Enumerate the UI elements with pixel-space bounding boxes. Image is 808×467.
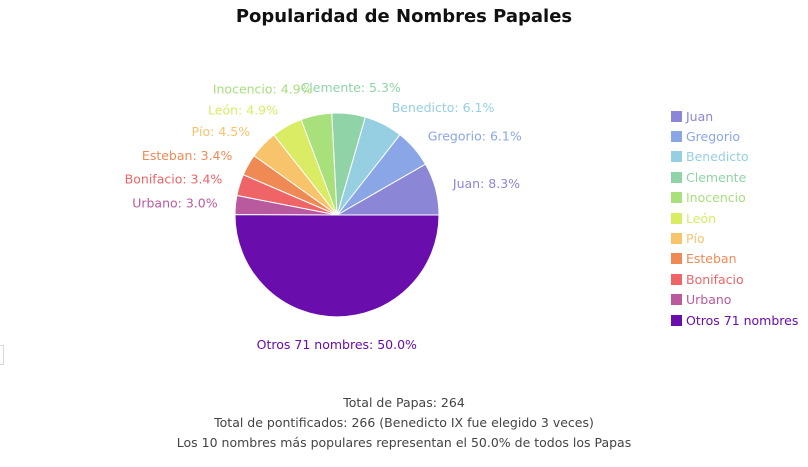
- slice-label-clemente: Clemente: 5.3%: [301, 80, 401, 95]
- legend-item-gregorio[interactable]: Gregorio: [671, 126, 798, 146]
- legend-label: Bonifacio: [686, 271, 744, 287]
- legend-item-esteban[interactable]: Esteban: [671, 249, 798, 269]
- legend-swatch: [671, 171, 682, 183]
- legend-item-benedicto[interactable]: Benedicto: [671, 147, 798, 167]
- legend-item-inocencio[interactable]: Inocencio: [671, 188, 798, 208]
- pie-slice-otros-71-nombres[interactable]: [234, 214, 440, 318]
- legend-item-urbano[interactable]: Urbano: [671, 290, 798, 310]
- slice-label-leon: León: 4.9%: [208, 103, 278, 118]
- slice-label-juan: Juan: 8.3%: [452, 176, 520, 191]
- legend-swatch: [671, 192, 682, 204]
- slice-label-urbano: Urbano: 3.0%: [132, 195, 218, 210]
- legend-label: Pío: [686, 231, 705, 247]
- slice-label-esteban: Esteban: 3.4%: [142, 148, 233, 163]
- slice-label-otros-71-nombres: Otros 71 nombres: 50.0%: [257, 337, 417, 352]
- legend-swatch: [671, 233, 682, 245]
- legend-item-otros-71-nombres[interactable]: Otros 71 nombres: [671, 310, 798, 330]
- slice-label-inocencio: Inocencio: 4.9%: [213, 82, 313, 97]
- legend-item-juan[interactable]: Juan: [671, 106, 798, 126]
- legend-swatch: [671, 110, 682, 122]
- legend-item-clemente[interactable]: Clemente: [671, 167, 798, 187]
- top-names-share-text: Los 10 nombres más populares representan…: [176, 435, 632, 450]
- summary-footer: Total de Papas: 264 Total de pontificado…: [0, 393, 808, 453]
- total-popes-text: Total de Papas: 264: [343, 395, 465, 410]
- legend-item-leon[interactable]: León: [671, 208, 798, 228]
- legend-label: Esteban: [686, 251, 737, 267]
- scroll-handle[interactable]: [0, 345, 4, 365]
- slice-label-benedicto: Benedicto: 6.1%: [392, 100, 495, 115]
- legend-label: Urbano: [686, 292, 732, 308]
- legend-label: Clemente: [686, 169, 747, 185]
- legend-swatch: [671, 151, 682, 163]
- total-pontificates-text: Total de pontificados: 266 (Benedicto IX…: [214, 415, 594, 430]
- legend-label: Otros 71 nombres: [686, 312, 799, 328]
- legend-swatch: [671, 253, 682, 265]
- legend-swatch: [671, 294, 682, 306]
- legend-swatch: [671, 212, 682, 224]
- slice-label-pio: Pío: 4.5%: [191, 124, 250, 139]
- slice-label-bonifacio: Bonifacio: 3.4%: [125, 172, 223, 187]
- legend-label: León: [686, 210, 717, 226]
- legend-label: Gregorio: [686, 129, 741, 145]
- legend-item-pio[interactable]: Pío: [671, 228, 798, 248]
- legend-swatch: [671, 273, 682, 285]
- chart-title: Popularidad de Nombres Papales: [235, 6, 573, 27]
- legend-label: Benedicto: [686, 149, 749, 165]
- slice-label-gregorio: Gregorio: 6.1%: [428, 128, 522, 143]
- chart-legend: Juan Gregorio Benedicto Clemente Inocencio Le…: [671, 106, 798, 330]
- legend-label: Juan: [686, 108, 714, 124]
- legend-swatch: [671, 314, 682, 326]
- legend-swatch: [671, 131, 682, 143]
- legend-label: Inocencio: [686, 190, 746, 206]
- legend-item-bonifacio[interactable]: Bonifacio: [671, 269, 798, 289]
